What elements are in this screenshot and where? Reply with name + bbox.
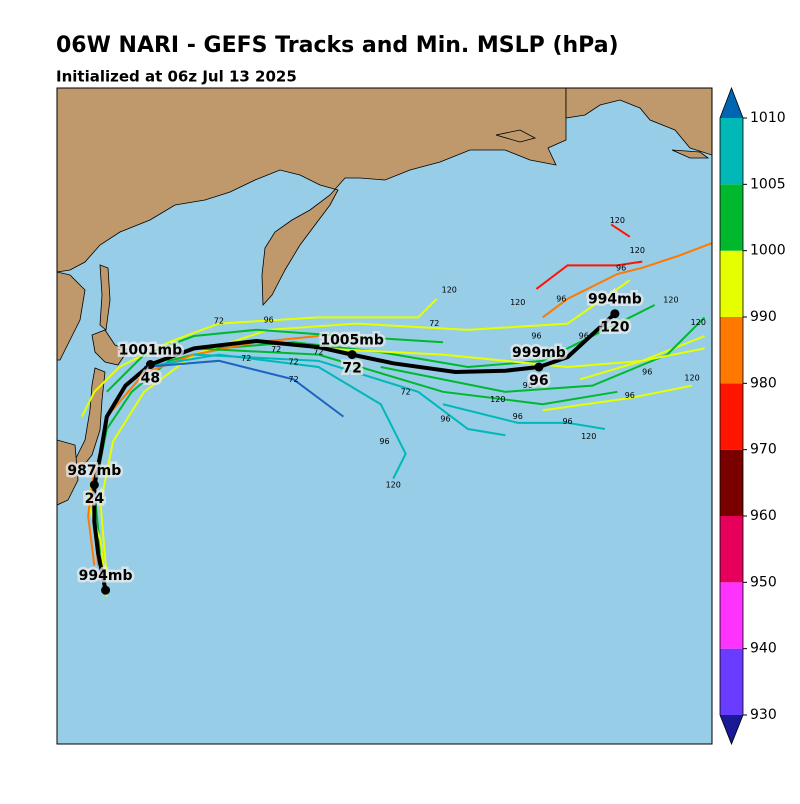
hour-label: 72 (313, 348, 323, 357)
colorbar-bin (720, 317, 743, 384)
track-point (89, 480, 99, 490)
ensemble-track (318, 335, 705, 369)
hour-label: 72 (289, 375, 299, 384)
ensemble-track (610, 223, 631, 238)
title: 06W NARI - GEFS Tracks and Min. MSLP (hP… (56, 33, 619, 58)
mslp-label: 994mb (79, 568, 133, 584)
ensemble-track (193, 347, 618, 406)
track-point (610, 309, 620, 319)
colorbar-tick-label: 990 (750, 309, 777, 325)
hour-label: 72 (342, 361, 361, 377)
hour-label: 120 (663, 296, 678, 305)
land (57, 88, 712, 506)
ensemble-track (106, 328, 444, 393)
hour-label: 72 (429, 319, 439, 328)
hour-label: 96 (379, 437, 389, 446)
track-point (347, 350, 357, 360)
hour-label: 120 (510, 298, 525, 307)
mslp-label: 999mb (512, 345, 566, 361)
hour-label: 72 (241, 354, 251, 363)
hour-label: 120 (600, 320, 629, 336)
hour-label: 24 (85, 491, 105, 507)
colorbar-bin (720, 582, 743, 649)
hour-label: 96 (546, 346, 556, 355)
hour-label: 72 (289, 358, 299, 367)
ensemble-track (144, 353, 407, 480)
colorbar-tick-label: 940 (750, 641, 777, 657)
ensemble-track (442, 403, 606, 431)
ensemble-track (535, 260, 643, 290)
colorbar-tick-label: 960 (750, 508, 777, 524)
hour-label: 96 (531, 332, 541, 341)
colorbar-bin (720, 648, 743, 715)
track-point (101, 585, 111, 595)
hour-label: 120 (442, 286, 457, 295)
colorbar-extend-high (720, 88, 743, 118)
hour-label: 96 (264, 315, 274, 324)
mslp-label: 1005mb (320, 333, 384, 349)
hour-label: 72 (401, 387, 411, 396)
hour-label: 120 (684, 374, 699, 383)
hour-label: 120 (610, 216, 625, 225)
colorbar-tick-label: 1005 (750, 176, 786, 192)
hour-label: 120 (581, 432, 596, 441)
colorbar: 930 940 950 960 970 980 990 1000 1005 1010 (719, 86, 786, 746)
colorbar-tick-label: 1010 (750, 110, 786, 126)
hour-label: 96 (625, 391, 635, 400)
colorbar-bin (720, 516, 743, 583)
ensemble-track (193, 353, 506, 437)
map-frame (56, 87, 713, 745)
colorbar-bin (720, 250, 743, 317)
track-point (534, 362, 544, 372)
colorbar-bin (720, 184, 743, 251)
hour-label: 120 (386, 480, 401, 489)
ensemble-track (81, 298, 438, 418)
hour-label: 72 (271, 345, 281, 354)
ensemble-track (144, 359, 345, 418)
colorbar-bin (720, 449, 743, 516)
colorbar-tick-label: 980 (750, 375, 777, 391)
ensemble-track (380, 316, 706, 393)
hour-label: 96 (513, 412, 523, 421)
colorbar-bin (720, 383, 743, 450)
hour-label: 96 (616, 263, 626, 272)
hour-label: 96 (440, 415, 450, 424)
ensemble-track (542, 384, 693, 412)
hour-label: 96 (579, 332, 589, 341)
mslp-label: 987mb (67, 463, 121, 479)
hour-label: 96 (562, 417, 572, 426)
mslp-label: 1001mb (119, 343, 183, 359)
hour-label: 96 (523, 381, 533, 390)
track-point (145, 360, 155, 370)
hour-label: 120 (691, 318, 706, 327)
hour-label: 96 (529, 373, 548, 389)
ensemble-track (542, 242, 712, 319)
hour-label: 96 (556, 294, 566, 303)
mslp-label: 994mb (588, 292, 642, 308)
mean-track-line (92, 312, 617, 591)
hour-label: 120 (490, 395, 505, 404)
ensemble-track (579, 347, 705, 381)
colorbar-tick-label: 1000 (750, 243, 786, 259)
colorbar-extend-low (720, 715, 743, 744)
mean-track: 994mb987mb241001mb481005mb72999mb96994mb… (65, 289, 644, 595)
hour-label: 48 (141, 371, 160, 387)
hour-label: 96 (642, 367, 652, 376)
colorbar-tick-label: 950 (750, 574, 777, 590)
hour-label: 120 (630, 246, 645, 255)
colorbar-bin (720, 118, 743, 185)
colorbar-tick-label: 970 (750, 442, 777, 458)
colorbar-tick-label: 930 (750, 707, 777, 723)
subtitle: Initialized at 06z Jul 13 2025 (56, 68, 297, 86)
hour-label: 72 (214, 317, 224, 326)
